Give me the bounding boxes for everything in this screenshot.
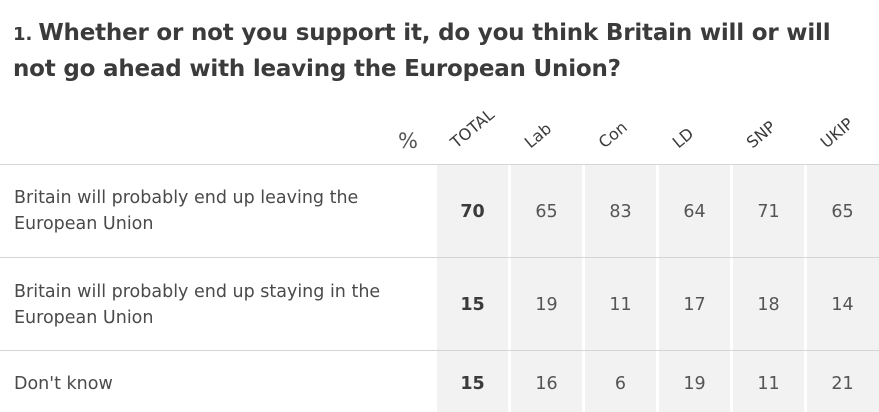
column-header-snp: SNP [733, 96, 806, 164]
cell-ukip: 21 [831, 374, 854, 394]
cell-snp: 71 [757, 202, 780, 222]
unit-label: % [398, 129, 418, 153]
column-header-label: SNP [742, 117, 780, 152]
cell-con: 11 [609, 295, 632, 315]
cell-total: 70 [460, 202, 485, 222]
row-divider [0, 350, 879, 351]
question-number: 1. [13, 24, 33, 45]
column-header-label: UKIP [816, 113, 858, 152]
cell-ld: 17 [683, 295, 706, 315]
cell-snp: 18 [757, 295, 780, 315]
row-label-dont-know: Don't know [14, 374, 113, 394]
column-band-ld [659, 165, 730, 412]
cell-ld: 64 [683, 202, 706, 222]
column-header-label: Lab [520, 118, 556, 152]
cell-lab: 16 [535, 374, 558, 394]
row-label-leaving: Britain will probably end up leaving the… [14, 188, 359, 234]
row-divider [0, 257, 879, 258]
row-label-staying: Britain will probably end up staying in … [14, 282, 381, 328]
cell-ukip: 65 [831, 202, 854, 222]
column-header-total: TOTAL [437, 96, 510, 164]
column-header-label: TOTAL [446, 104, 498, 152]
cell-total: 15 [460, 374, 485, 394]
table-header: % TOTAL Lab Con LD SNP UKIP [0, 96, 879, 164]
cell-con: 83 [609, 202, 632, 222]
column-header-ld: LD [659, 96, 732, 164]
cell-snp: 11 [757, 374, 780, 394]
cell-con: 6 [614, 374, 627, 394]
column-header-ukip: UKIP [807, 96, 879, 164]
cell-lab: 19 [535, 295, 558, 315]
question-title: 1. Whether or not you support it, do you … [13, 16, 863, 87]
row-divider [0, 164, 879, 165]
cell-ukip: 14 [831, 295, 854, 315]
column-band-total [437, 165, 508, 412]
column-header-label: LD [668, 123, 698, 152]
column-header-label: Con [594, 117, 631, 152]
column-header-lab: Lab [511, 96, 584, 164]
column-band-ukip [807, 165, 879, 412]
cell-lab: 65 [535, 202, 558, 222]
column-header-con: Con [585, 96, 658, 164]
cell-ld: 19 [683, 374, 706, 394]
cell-total: 15 [460, 295, 485, 315]
column-band-lab [511, 165, 582, 412]
column-band-con [585, 165, 656, 412]
column-band-snp [733, 165, 804, 412]
question-text: Whether or not you support it, do you th… [13, 20, 831, 82]
